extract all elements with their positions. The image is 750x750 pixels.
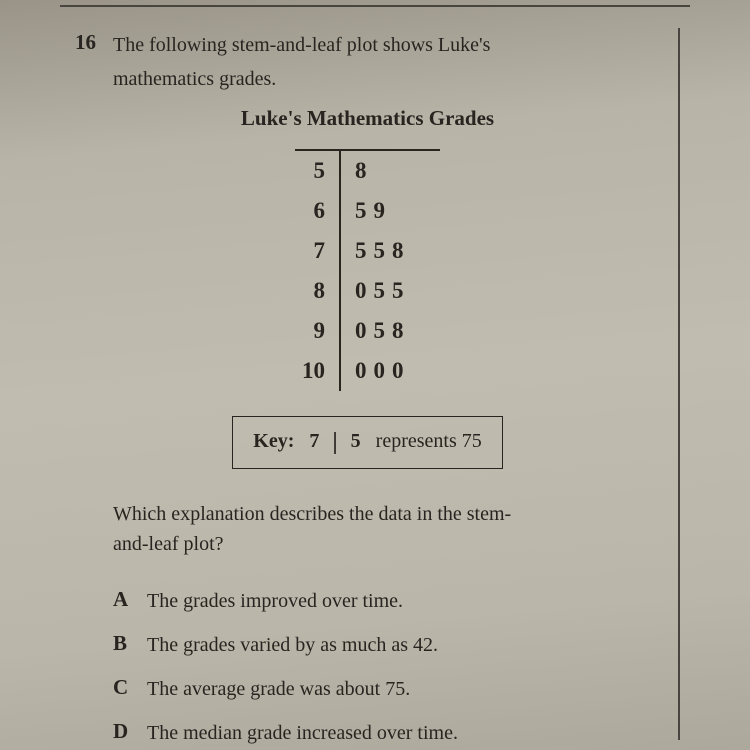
plot-row: 6 59 — [295, 191, 440, 231]
stem-cell: 7 — [295, 231, 340, 271]
key-leaf: 5 — [351, 430, 361, 452]
choice-c[interactable]: C The average grade was about 75. — [113, 675, 660, 703]
stem-cell: 9 — [295, 311, 340, 351]
choice-text: The median grade increased over time. — [147, 719, 458, 747]
question-text-line1: The following stem-and-leaf plot shows L… — [113, 30, 660, 60]
sub-question: Which explanation describes the data in … — [113, 499, 660, 559]
choice-letter: C — [113, 675, 147, 700]
choice-b[interactable]: B The grades varied by as much as 42. — [113, 631, 660, 659]
leaf-cell: 055 — [340, 271, 440, 311]
choice-text: The grades varied by as much as 42. — [147, 631, 438, 659]
leaf-cell: 000 — [340, 351, 440, 391]
choice-letter: D — [113, 719, 147, 744]
leaf-cell: 058 — [340, 311, 440, 351]
sub-question-line2: and-leaf plot? — [113, 529, 660, 559]
key-divider: | — [324, 429, 345, 455]
plot-row: 9 058 — [295, 311, 440, 351]
column-divider — [678, 28, 680, 740]
plot-row: 5 8 — [295, 150, 440, 191]
key-box: Key: 7 | 5 represents 75 — [232, 416, 502, 469]
stem-cell: 5 — [295, 150, 340, 191]
leaf-cell: 558 — [340, 231, 440, 271]
stem-leaf-plot: 5 8 6 59 7 558 8 055 9 058 10 000 — [295, 149, 440, 391]
sub-question-line1: Which explanation describes the data in … — [113, 499, 660, 529]
page-top-rule — [60, 5, 690, 7]
choice-a[interactable]: A The grades improved over time. — [113, 587, 660, 615]
choices-block: A The grades improved over time. B The g… — [113, 587, 660, 747]
key-stem: 7 — [299, 430, 319, 452]
question-header: 16 The following stem-and-leaf plot show… — [75, 30, 660, 60]
plot-row: 7 558 — [295, 231, 440, 271]
choice-letter: A — [113, 587, 147, 612]
choice-letter: B — [113, 631, 147, 656]
stem-cell: 6 — [295, 191, 340, 231]
leaf-cell: 8 — [340, 150, 440, 191]
question-block: 16 The following stem-and-leaf plot show… — [75, 30, 660, 747]
chart-title: Luke's Mathematics Grades — [75, 106, 660, 131]
question-number: 16 — [75, 30, 103, 55]
plot-row: 10 000 — [295, 351, 440, 391]
stem-cell: 8 — [295, 271, 340, 311]
choice-text: The grades improved over time. — [147, 587, 403, 615]
leaf-cell: 59 — [340, 191, 440, 231]
choice-d[interactable]: D The median grade increased over time. — [113, 719, 660, 747]
question-text-line2: mathematics grades. — [113, 64, 660, 94]
plot-row: 8 055 — [295, 271, 440, 311]
stem-cell: 10 — [295, 351, 340, 391]
key-represents: represents 75 — [366, 430, 482, 452]
key-label: Key: — [253, 430, 294, 452]
choice-text: The average grade was about 75. — [147, 675, 410, 703]
